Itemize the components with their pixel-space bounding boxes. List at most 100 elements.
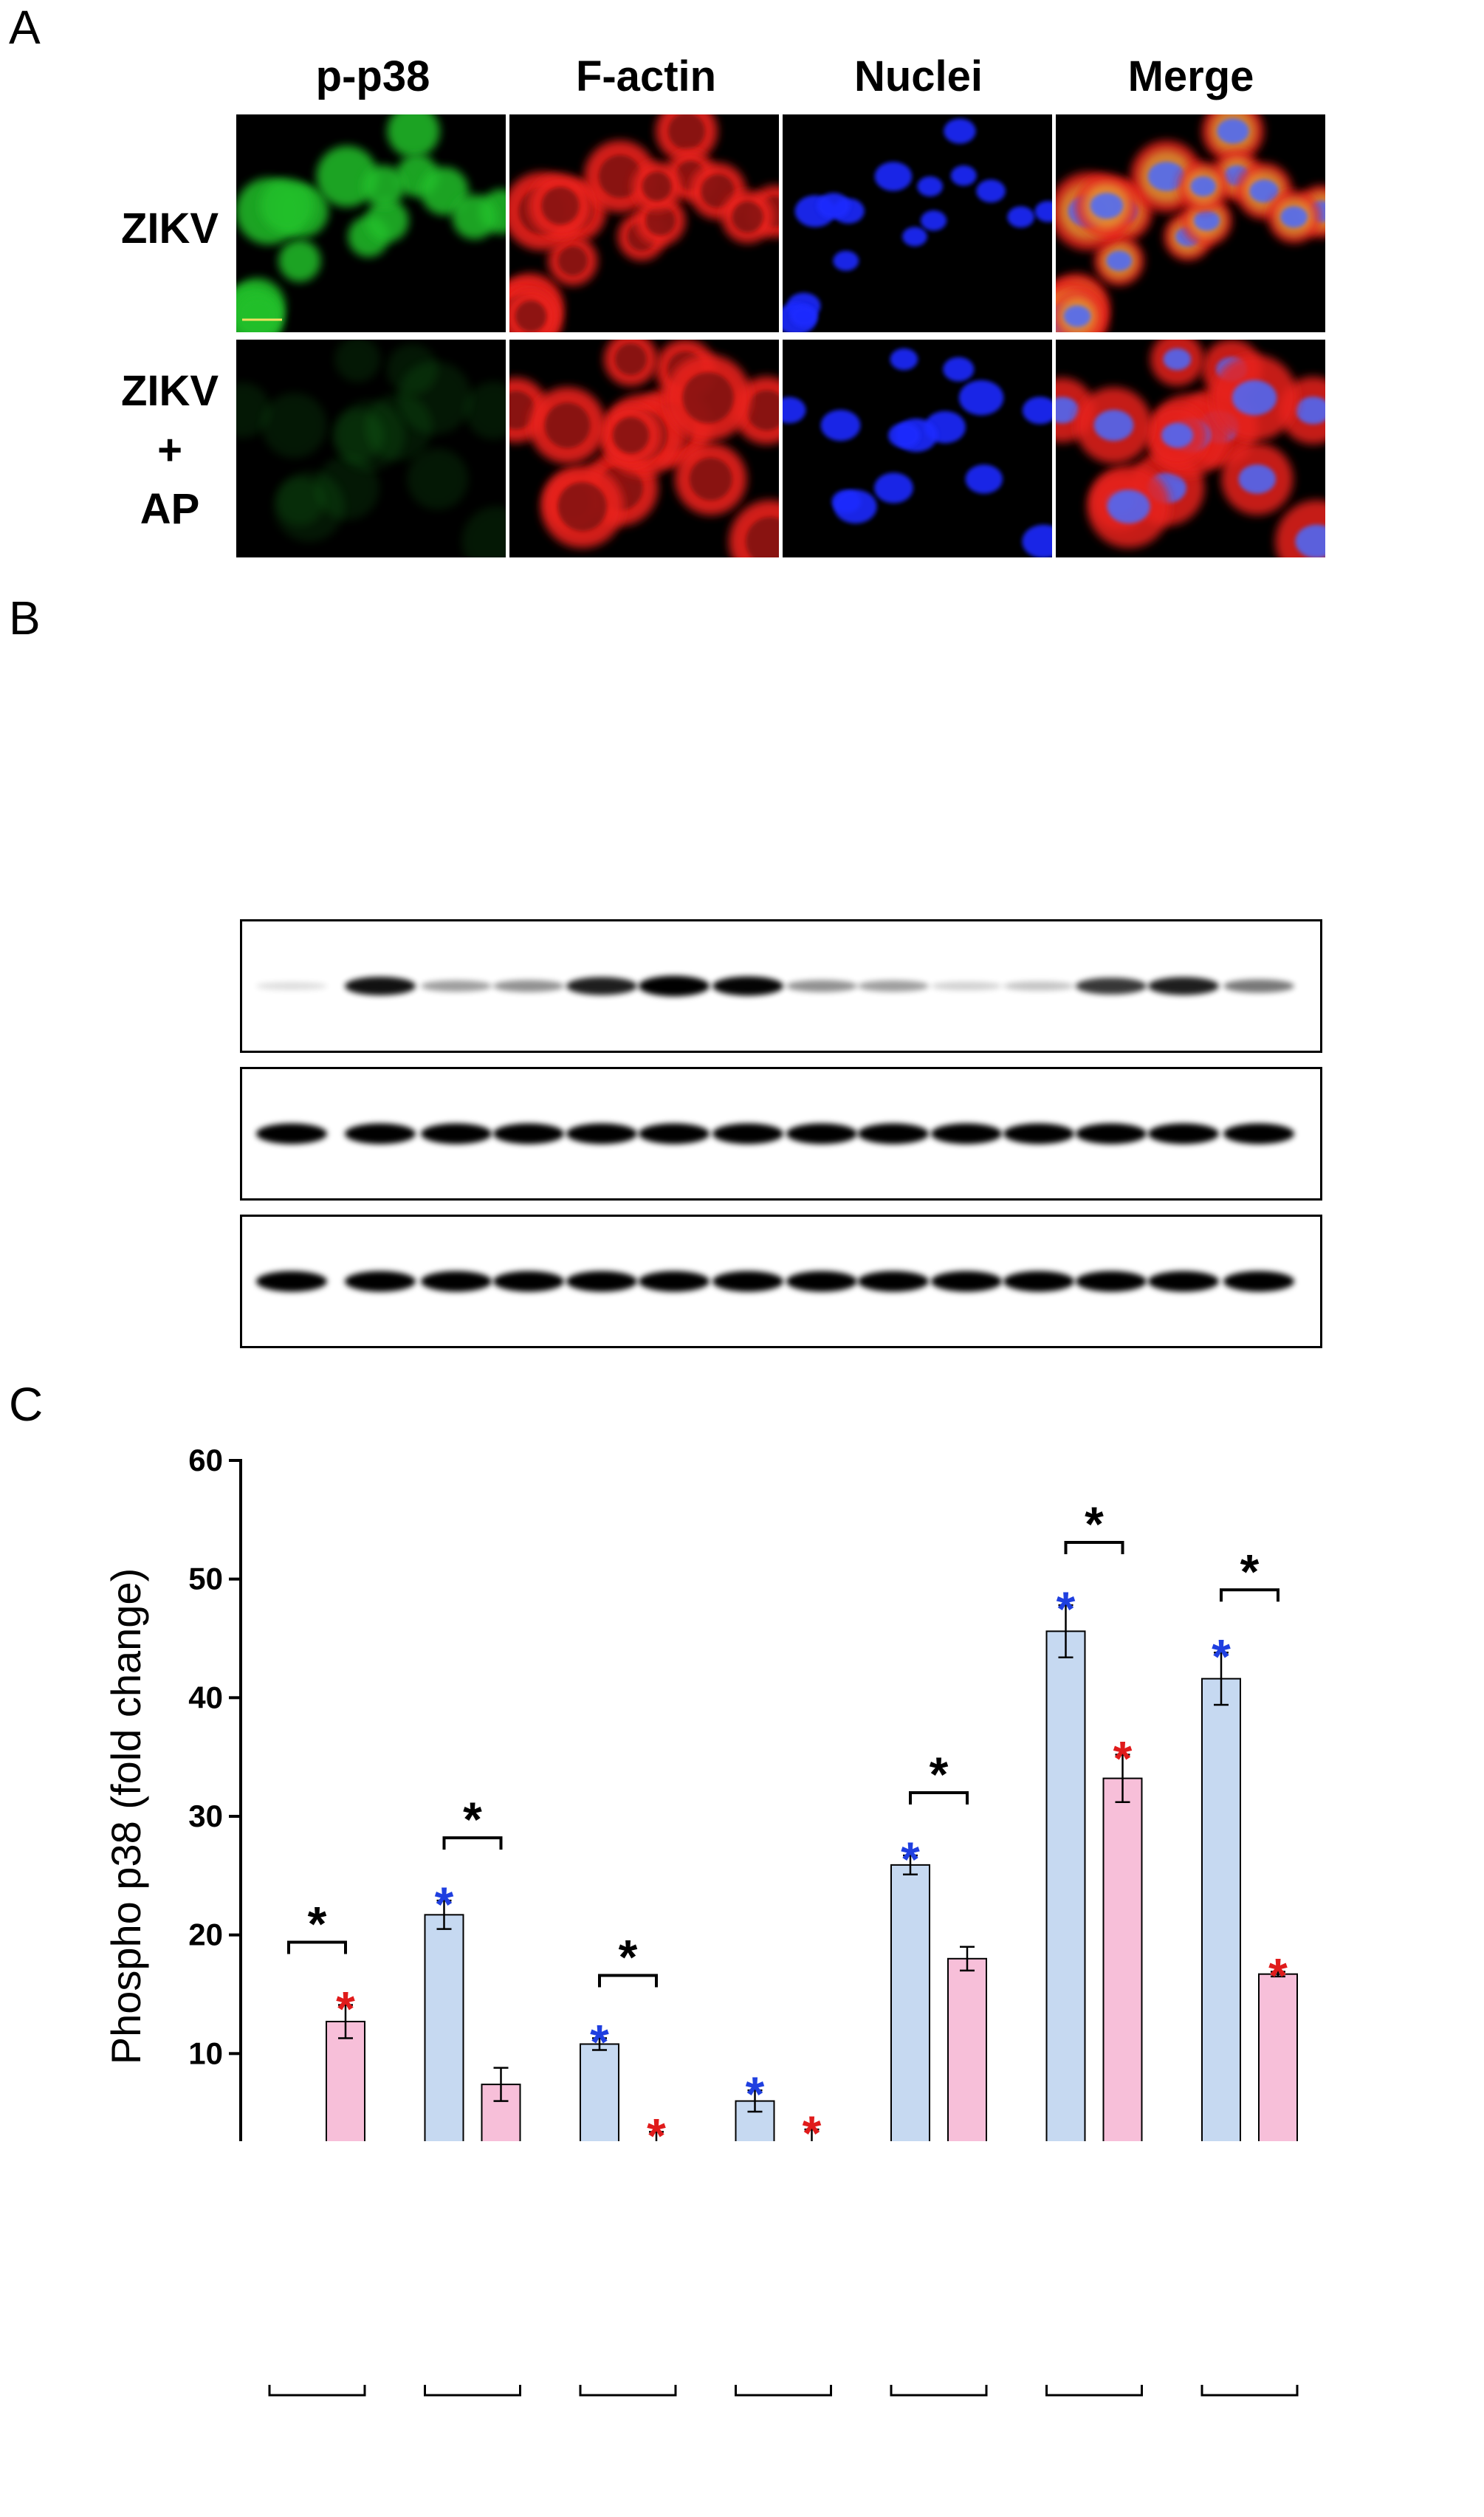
bar-3h-no-ap [580, 2043, 619, 2141]
column-label-f-actin: F-actin [575, 52, 717, 100]
bar-chart: 0102030405060Phospho p38 (fold change)**… [103, 1443, 1298, 2141]
blot-band-p-p38-lane-9 [858, 980, 929, 992]
blot-band-p-p38-lane-10 [931, 981, 1002, 991]
micrograph-nuclei-row1 [783, 114, 1052, 332]
comparison-bracket [1064, 1541, 1124, 1555]
micrograph-merge-row2 [1056, 340, 1325, 557]
blot-band-p38-lane-3 [421, 1123, 492, 1144]
comparison-bracket [442, 1836, 503, 1850]
significance-star: * [279, 2135, 298, 2141]
blot-band-p-p38-lane-14 [1223, 979, 1294, 993]
significance-star: * [435, 1877, 454, 1931]
blot-band-p38-lane-11 [1003, 1123, 1074, 1144]
comparison-bracket [598, 1974, 658, 1988]
panel-b-letter: B [9, 591, 41, 645]
comparison-bracket [909, 1791, 969, 1805]
blot-band-p38-lane-2 [345, 1123, 416, 1144]
comparison-star: * [930, 1747, 949, 1802]
blot-band-p38-lane-1 [256, 1123, 327, 1144]
blot-band-actin-lane-2 [345, 1271, 416, 1292]
blot-band-actin-lane-11 [1003, 1271, 1074, 1292]
significance-star: * [1113, 1731, 1133, 1785]
y-axis-label: Phospho p38 (fold change) [103, 1568, 149, 2065]
bar-1h-no-ap [424, 1914, 464, 2141]
panel-c-letter: C [9, 1378, 44, 1431]
blot-band-p-p38-lane-7 [712, 976, 783, 996]
micrograph-grid [236, 114, 1329, 557]
blot-band-p38-lane-13 [1148, 1123, 1219, 1144]
blot-band-p38-lane-4 [493, 1123, 564, 1144]
blot-band-p-p38-lane-4 [493, 980, 564, 992]
panel-a-letter: A [9, 1, 41, 54]
blot-band-p38-lane-9 [858, 1123, 929, 1144]
bar-48h-ap [1258, 1973, 1298, 2141]
row-label-zikv-ap-line1: ZIKV [120, 367, 219, 415]
column-label-p-p38: p-p38 [315, 52, 430, 100]
comparison-star: * [308, 1896, 327, 1951]
significance-star: * [336, 1981, 355, 2036]
bar-12h-ap [947, 1957, 987, 2141]
blot-band-p38-lane-8 [786, 1123, 857, 1144]
blot-band-actin-lane-9 [858, 1271, 929, 1292]
blot-band-p-p38-lane-6 [639, 975, 710, 997]
time-group-bracket [424, 2385, 521, 2397]
blot-band-p-p38-lane-1 [256, 982, 327, 990]
blot-band-p-p38-lane-8 [786, 980, 857, 992]
blot-band-actin-lane-6 [639, 1271, 710, 1292]
blot-band-p-p38-lane-2 [345, 976, 416, 996]
blot-band-actin-lane-14 [1223, 1271, 1294, 1292]
blot-band-actin-lane-8 [786, 1271, 857, 1292]
blot-band-p-p38-lane-13 [1148, 977, 1219, 995]
blot-band-p38-lane-12 [1076, 1123, 1147, 1144]
significance-star: * [1057, 1582, 1076, 1636]
y-tick-label: 30 [188, 1799, 223, 1833]
micrograph-f-actin-row2 [509, 340, 779, 557]
blot-band-p38-lane-14 [1223, 1123, 1294, 1144]
comparison-star: * [1085, 1497, 1104, 1551]
time-group-bracket [579, 2385, 677, 2397]
micrograph-nuclei-row2 [783, 340, 1052, 557]
time-group-bracket [1200, 2385, 1299, 2397]
bar-0h-ap [326, 2020, 365, 2141]
blot-band-actin-lane-3 [421, 1271, 492, 1292]
row-label-zikv-ap-line2: + [157, 426, 182, 474]
column-label-nuclei: Nuclei [853, 52, 983, 100]
significance-star: * [1212, 1629, 1231, 1683]
bar-24h-no-ap [1045, 1630, 1086, 2141]
significance-star: * [803, 2106, 822, 2141]
blot-band-p38-lane-5 [566, 1123, 637, 1144]
bar-48h-no-ap [1201, 1678, 1241, 2141]
micrograph-p-p38-row2 [236, 340, 506, 557]
y-tick-label: 60 [188, 1443, 223, 1477]
y-tick-label: 40 [188, 1680, 223, 1714]
blot-p-p38 [240, 919, 1322, 1053]
time-group-bracket [890, 2385, 988, 2397]
comparison-bracket [287, 1940, 347, 1954]
blot-band-p-p38-lane-11 [1003, 981, 1074, 991]
blot-band-p-p38-lane-5 [566, 977, 637, 995]
bar-12h-no-ap [890, 1864, 930, 2141]
y-tick-label: 50 [188, 1562, 223, 1596]
micrograph-merge-row1 [1056, 114, 1325, 332]
time-group-bracket [735, 2385, 832, 2397]
micrograph-p-p38-row1 [236, 114, 506, 332]
blot-band-actin-lane-7 [712, 1271, 783, 1292]
micrograph-f-actin-row1 [509, 114, 779, 332]
row-label-zikv: ZIKV [120, 205, 219, 253]
time-group-bracket [268, 2385, 366, 2397]
blot-band-actin-lane-13 [1148, 1271, 1219, 1292]
blot-band-actin-lane-10 [931, 1271, 1002, 1292]
row-label-zikv-ap-line3: AP [140, 485, 200, 533]
comparison-bracket [1220, 1588, 1279, 1602]
blot-band-p38-lane-6 [639, 1123, 710, 1144]
blot-band-actin-lane-5 [566, 1271, 637, 1292]
blot-actin [240, 1215, 1322, 1348]
blot-band-actin-lane-1 [256, 1271, 327, 1292]
blot-band-actin-lane-4 [493, 1271, 564, 1292]
time-group-bracket [1045, 2385, 1143, 2397]
bar-24h-ap [1102, 1777, 1143, 2141]
y-tick-label: 10 [188, 2036, 223, 2070]
significance-star: * [590, 2014, 609, 2069]
blot-band-p-p38-lane-12 [1076, 978, 1147, 995]
